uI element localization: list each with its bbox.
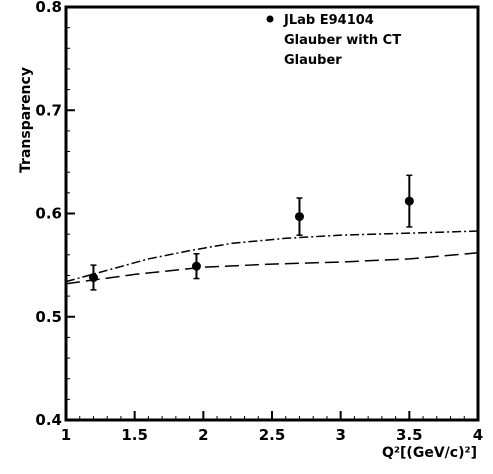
legend-entry-glauber: Glauber [284, 53, 342, 68]
legend-entry-ct: Glauber with CT [284, 33, 401, 48]
ticks-layer: 1 1.5 2 2.5 3 3.5 4 0.4 0.5 0.6 0.7 0.8 [35, 0, 483, 444]
y-tick-label: 0.5 [35, 308, 62, 326]
plot-frame [64, 5, 480, 422]
x-tick-label: 2 [198, 426, 208, 444]
x-tick-label: 1 [61, 426, 71, 444]
x-tick-label: 3 [335, 426, 345, 444]
series-line-glauber [65, 251, 479, 285]
x-tick-label: 3.5 [396, 426, 423, 444]
legend: JLab E94104 Glauber with CT Glauber [266, 13, 401, 68]
legend-marker-data [266, 15, 274, 23]
y-axis-title: Transparency [18, 67, 34, 173]
data-points [88, 174, 414, 291]
y-tick-label: 0.7 [35, 101, 62, 119]
y-tick-label: 0.4 [35, 411, 62, 429]
data-point [294, 212, 304, 222]
y-tick-label: 0.6 [35, 205, 62, 223]
x-axis-title: Q²[(GeV/c)²] [382, 445, 477, 461]
series-line-glauber-ct [65, 230, 479, 283]
data-point [88, 273, 98, 283]
x-tick-label: 1.5 [121, 426, 148, 444]
x-tick-label: 4 [473, 426, 483, 444]
theory-lines [65, 230, 479, 285]
data-point [191, 261, 201, 271]
y-tick-label: 0.8 [35, 0, 62, 16]
legend-entry-data: JLab E94104 [283, 13, 374, 28]
x-tick-label: 2.5 [259, 426, 286, 444]
data-point [404, 196, 414, 206]
